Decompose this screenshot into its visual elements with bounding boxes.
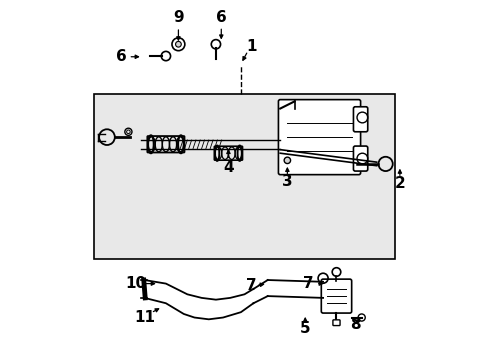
Text: 10: 10 (125, 276, 146, 291)
Circle shape (284, 157, 290, 163)
Text: 2: 2 (394, 176, 405, 191)
FancyBboxPatch shape (94, 94, 394, 258)
FancyBboxPatch shape (353, 146, 367, 171)
Text: 3: 3 (282, 174, 292, 189)
Text: 5: 5 (299, 321, 310, 336)
Text: 9: 9 (173, 10, 183, 25)
Text: 1: 1 (246, 39, 256, 54)
FancyBboxPatch shape (332, 320, 339, 325)
FancyBboxPatch shape (353, 107, 367, 132)
Circle shape (175, 41, 181, 47)
Text: 11: 11 (134, 310, 155, 325)
Text: 7: 7 (246, 278, 256, 293)
FancyBboxPatch shape (278, 100, 360, 175)
FancyBboxPatch shape (321, 279, 351, 313)
Text: 4: 4 (223, 160, 233, 175)
Text: 8: 8 (349, 317, 360, 332)
Text: 7: 7 (303, 276, 313, 291)
Text: 6: 6 (216, 10, 226, 25)
Text: 6: 6 (116, 49, 126, 64)
